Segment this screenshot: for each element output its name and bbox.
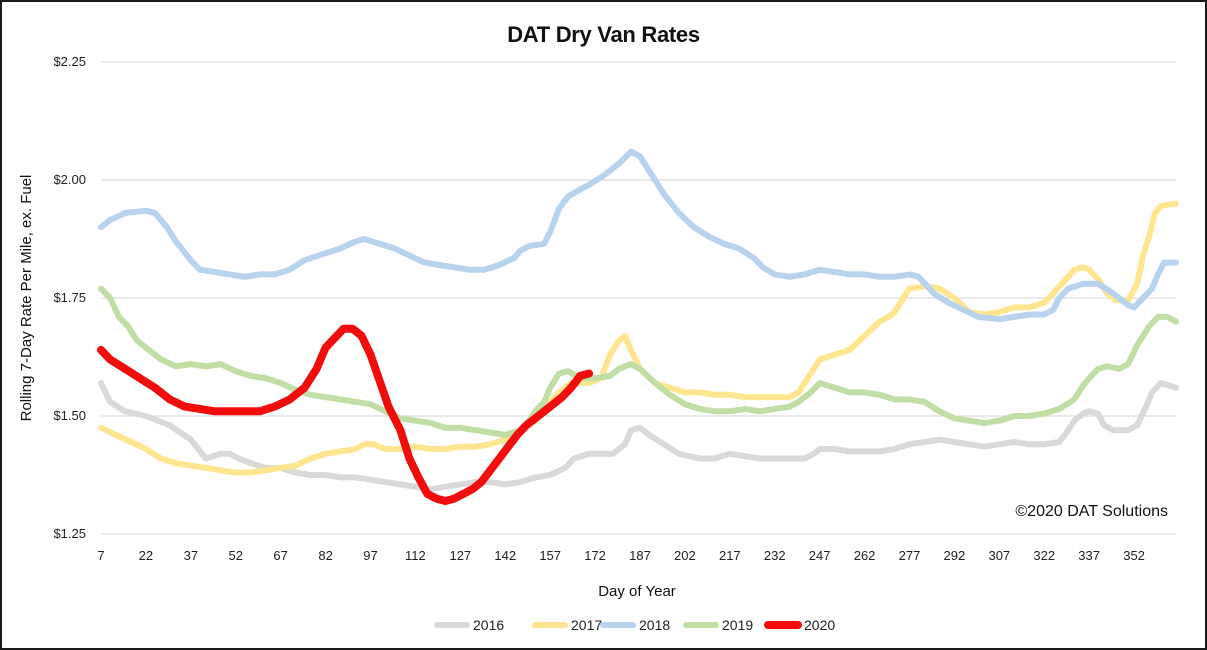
y-tick-label: $1.50	[53, 408, 86, 423]
series-line-2016	[98, 380, 1179, 493]
legend: 2016 2017 2018 2019 2020	[434, 617, 835, 633]
x-tick-label: 7	[97, 548, 104, 563]
x-tick-label: 37	[184, 548, 198, 563]
x-tick-label: 157	[539, 548, 561, 563]
series-line-2019	[98, 285, 1179, 438]
x-tick-label: 247	[809, 548, 831, 563]
legend-label-2019: 2019	[722, 617, 753, 633]
gridlines	[101, 61, 1176, 535]
legend-label-2020: 2020	[804, 617, 835, 633]
series-lines	[97, 148, 1179, 505]
copyright-annotation: ©2020 DAT Solutions	[1015, 503, 1168, 520]
x-tick-label: 97	[363, 548, 377, 563]
legend-label-2016: 2016	[473, 617, 504, 633]
series-line-2018	[98, 148, 1179, 323]
series-line-2020	[97, 324, 594, 505]
x-tick-label: 307	[988, 548, 1010, 563]
y-tick-label: $2.25	[53, 54, 86, 69]
x-tick-label: 82	[318, 548, 332, 563]
x-tick-label: 67	[273, 548, 287, 563]
x-tick-label: 172	[584, 548, 606, 563]
series-line-2017	[98, 200, 1179, 476]
x-tick-label: 142	[494, 548, 516, 563]
x-tick-label: 277	[899, 548, 921, 563]
x-tick-label: 112	[405, 548, 426, 563]
legend-label-2018: 2018	[639, 617, 670, 633]
y-axis-ticks: $1.25 $1.50 $1.75 $2.00 $2.25	[53, 54, 86, 541]
legend-label-2017: 2017	[571, 617, 602, 633]
x-tick-label: 352	[1123, 548, 1145, 563]
x-axis-ticks: 7 22 37 52 67 82 97 112 127 142 157 172 187 202 217 232…	[97, 548, 1145, 563]
x-axis-label: Day of Year	[598, 583, 676, 600]
x-tick-label: 232	[764, 548, 786, 563]
x-tick-label: 22	[139, 548, 153, 563]
x-tick-label: 202	[674, 548, 696, 563]
x-tick-label: 262	[854, 548, 876, 563]
y-axis-label: Rolling 7-Day Rate Per Mile, ex. Fuel	[18, 175, 35, 422]
x-tick-label: 127	[449, 548, 471, 563]
y-tick-label: $1.25	[53, 526, 86, 541]
x-tick-label: 187	[629, 548, 651, 563]
x-tick-label: 322	[1033, 548, 1055, 563]
y-tick-label: $2.00	[53, 172, 86, 187]
chart-title: DAT Dry Van Rates	[507, 22, 700, 47]
x-tick-label: 217	[719, 548, 741, 563]
y-tick-label: $1.75	[53, 290, 86, 305]
x-tick-label: 337	[1078, 548, 1100, 563]
x-tick-label: 292	[944, 548, 966, 563]
x-tick-label: 52	[229, 548, 243, 563]
